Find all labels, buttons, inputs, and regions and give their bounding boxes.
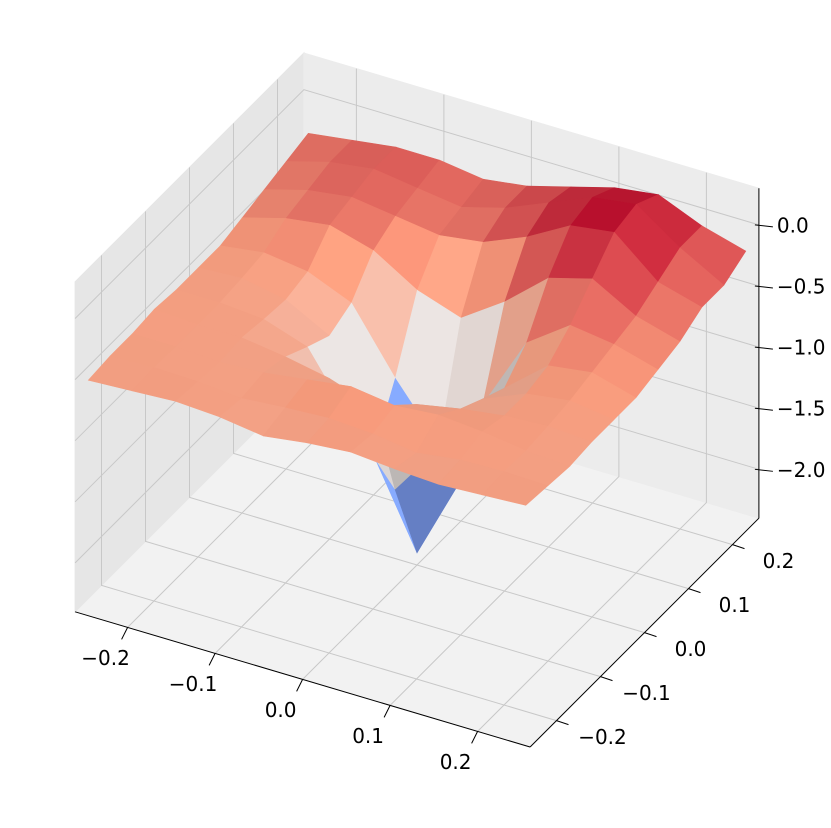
x-tick-label: 0.0: [265, 698, 297, 722]
surface: [87, 132, 747, 554]
y-tick-mark: [732, 544, 745, 550]
x-tick-mark: [296, 679, 304, 692]
z-tick-mark: [754, 285, 773, 289]
x-tick-label: −0.1: [169, 672, 218, 696]
z-grid-line: [74, 89, 760, 319]
y-axis-line: [529, 517, 760, 748]
y-tick-label: −0.1: [622, 681, 671, 705]
x-axis-line: [74, 611, 531, 748]
y-tick-mark: [688, 588, 701, 594]
y-tick-label: 0.0: [675, 637, 707, 661]
z-tick-label: 0.0: [777, 213, 809, 237]
y-tick-label: 0.2: [763, 549, 795, 573]
x-tick-mark: [121, 627, 129, 640]
z-tick-label: −1.5: [777, 397, 826, 421]
x-tick-label: 0.1: [352, 724, 384, 748]
y-tick-label: −0.2: [578, 725, 627, 749]
z-tick-label: −2.0: [777, 458, 826, 482]
z-tick-mark: [754, 224, 773, 228]
x-tick-label: −0.2: [81, 646, 130, 670]
z-tick-mark: [754, 346, 773, 350]
y-tick-mark: [644, 632, 657, 638]
x-tick-label: 0.2: [440, 750, 472, 774]
z-tick-mark: [754, 468, 773, 472]
y-tick-label: 0.1: [719, 593, 751, 617]
y-tick-mark: [600, 676, 613, 682]
z-tick-mark: [754, 407, 773, 411]
surface-patch: [481, 471, 549, 506]
z-tick-label: −0.5: [777, 274, 826, 298]
axes: −0.2−0.10.00.10.2−0.2−0.10.00.10.20.0−0.…: [74, 188, 826, 774]
z-tick-label: −1.0: [777, 336, 826, 360]
y-tick-mark: [556, 720, 569, 726]
x-tick-mark: [383, 705, 391, 718]
x-tick-mark: [208, 653, 216, 666]
x-tick-mark: [471, 731, 479, 744]
